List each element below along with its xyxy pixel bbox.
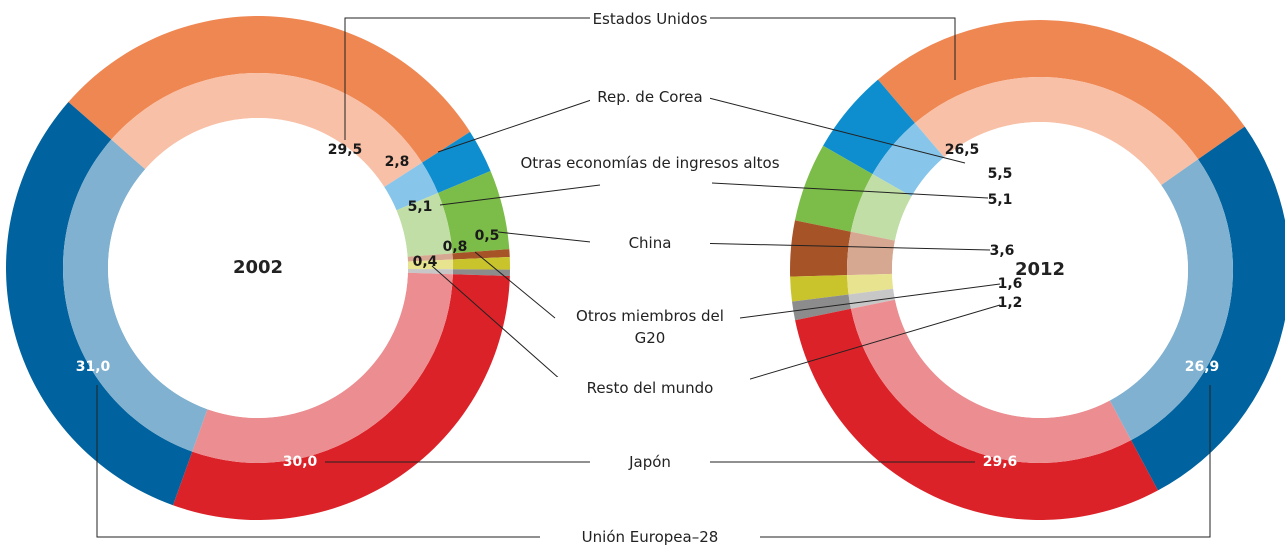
slice-outer <box>437 171 510 254</box>
slice-outer <box>794 145 873 232</box>
slice-inner <box>407 259 454 270</box>
value-label: 5,1 <box>988 192 1013 208</box>
value-label: 5,5 <box>988 166 1013 182</box>
slice-inner <box>850 174 912 241</box>
category-label: Estados Unidos <box>590 8 710 30</box>
slice-inner <box>396 192 453 257</box>
leader-line <box>431 265 571 389</box>
value-label: 1,2 <box>998 295 1023 311</box>
slice-inner <box>914 77 1199 186</box>
value-label: 0,5 <box>475 228 500 244</box>
slice-inner <box>847 231 895 276</box>
leader-line <box>344 17 600 140</box>
leader-line <box>739 283 1001 319</box>
value-label: 29,5 <box>328 142 363 158</box>
category-label: Japón <box>590 451 710 473</box>
leader-line <box>705 17 956 80</box>
donut-hole <box>108 118 408 418</box>
value-label: 5,1 <box>408 199 433 215</box>
slice-inner <box>192 272 453 463</box>
slice-outer <box>823 79 915 175</box>
slice-inner <box>407 253 453 262</box>
slice-inner <box>1109 159 1233 441</box>
leader-line <box>704 96 966 164</box>
value-label: 0,4 <box>413 254 438 270</box>
slice-inner <box>872 123 945 197</box>
slice-inner <box>848 288 896 309</box>
slice-outer <box>1131 126 1285 491</box>
category-label: Resto del mundo <box>550 377 750 399</box>
category-label: Otros miembros del G20 <box>570 305 730 349</box>
value-label: 30,0 <box>283 454 318 470</box>
slice-outer <box>790 275 849 302</box>
slice-outer <box>795 308 1158 521</box>
slice-outer <box>452 269 510 277</box>
slice-outer <box>68 15 471 163</box>
slice-inner <box>407 268 453 275</box>
slice-outer <box>173 274 510 520</box>
slice-outer <box>422 131 491 193</box>
leader-line <box>497 231 601 244</box>
slice-inner <box>847 273 894 295</box>
donut-hole <box>892 122 1188 418</box>
slice-outer <box>5 102 193 506</box>
leader-line <box>437 96 601 153</box>
slice-outer <box>452 249 510 260</box>
value-label: 26,5 <box>945 142 980 158</box>
slice-inner <box>850 299 1132 463</box>
slice-outer <box>877 19 1245 160</box>
leader-line <box>711 182 989 199</box>
slice-inner <box>62 139 208 452</box>
value-label: 29,6 <box>983 454 1018 470</box>
category-label: Rep. de Corea <box>590 86 710 108</box>
leader-line <box>474 251 556 319</box>
category-label: Otras economías de ingresos altos <box>515 152 785 174</box>
slice-outer <box>452 257 510 270</box>
donut-year: 2012 <box>1015 259 1065 280</box>
leader-line <box>729 304 1001 386</box>
slice-outer <box>790 220 851 277</box>
value-label: 31,0 <box>76 359 111 375</box>
value-label: 3,6 <box>990 243 1015 259</box>
category-label: China <box>590 232 710 254</box>
category-label: Unión Europea–28 <box>540 526 760 547</box>
value-label: 26,9 <box>1185 359 1220 375</box>
leader-line <box>745 385 1211 538</box>
leader-line <box>439 184 601 206</box>
leader-line <box>96 385 540 538</box>
slice-inner <box>384 162 438 211</box>
slice-inner <box>111 72 423 187</box>
value-label: 1,6 <box>998 276 1023 292</box>
value-label: 0,8 <box>443 239 468 255</box>
leader-line <box>689 242 991 251</box>
donut-year: 2002 <box>233 257 283 278</box>
value-label: 2,8 <box>385 154 410 170</box>
